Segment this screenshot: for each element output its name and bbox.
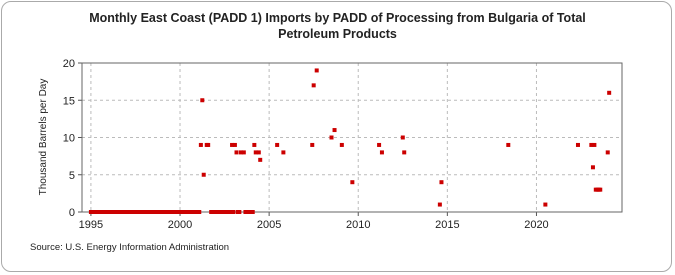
y-tick-label: 5 — [69, 170, 75, 182]
data-point — [590, 165, 595, 170]
data-point — [575, 142, 580, 147]
data-point — [592, 142, 597, 147]
data-point — [252, 142, 257, 147]
data-point — [250, 210, 255, 214]
data-point — [437, 202, 442, 207]
data-point — [256, 150, 261, 155]
x-tick-label: 2005 — [257, 219, 281, 231]
data-point — [379, 150, 384, 155]
data-point — [350, 180, 355, 185]
y-tick-label: 15 — [63, 95, 75, 107]
data-point — [439, 180, 444, 185]
data-point — [253, 150, 258, 155]
data-point — [228, 210, 233, 214]
y-tick-label: 10 — [63, 133, 75, 145]
y-axis-label: Thousand Barrels per Day — [38, 79, 49, 196]
frame — [1, 1, 672, 272]
data-point — [339, 142, 344, 147]
data-point — [206, 142, 211, 147]
data-point — [231, 210, 236, 214]
data-point — [329, 135, 334, 140]
data-point — [281, 150, 286, 155]
x-tick-label: 2000 — [168, 219, 192, 231]
y-tick-label: 20 — [63, 58, 75, 70]
data-point — [201, 172, 206, 177]
data-point — [543, 202, 548, 207]
data-point — [607, 90, 612, 95]
data-point — [332, 128, 337, 133]
data-point — [197, 210, 202, 214]
data-point — [232, 142, 237, 147]
x-tick-label: 1995 — [79, 219, 103, 231]
data-point — [311, 83, 316, 88]
data-point — [402, 150, 407, 155]
data-point — [258, 157, 263, 162]
data-point — [377, 142, 382, 147]
data-point — [200, 98, 205, 103]
data-point — [598, 187, 603, 192]
data-point — [310, 142, 315, 147]
data-point — [230, 142, 235, 147]
source-note: Source: U.S. Energy Information Administ… — [30, 242, 229, 253]
data-point — [605, 150, 610, 155]
data-point — [314, 68, 319, 73]
data-point — [238, 150, 243, 155]
data-point — [198, 142, 203, 147]
data-point — [400, 135, 405, 140]
data-point — [589, 142, 594, 147]
x-tick-label: 2020 — [524, 219, 548, 231]
chart-title: Monthly East Coast (PADD 1) Imports by P… — [89, 11, 586, 41]
y-tick-label: 0 — [69, 207, 75, 219]
data-point — [237, 210, 242, 214]
x-tick-label: 2015 — [435, 219, 459, 231]
data-point — [234, 150, 239, 155]
x-tick-label: 2010 — [346, 219, 370, 231]
data-point — [506, 142, 511, 147]
plot-border — [81, 62, 623, 213]
data-point — [241, 150, 246, 155]
data-point — [275, 142, 280, 147]
